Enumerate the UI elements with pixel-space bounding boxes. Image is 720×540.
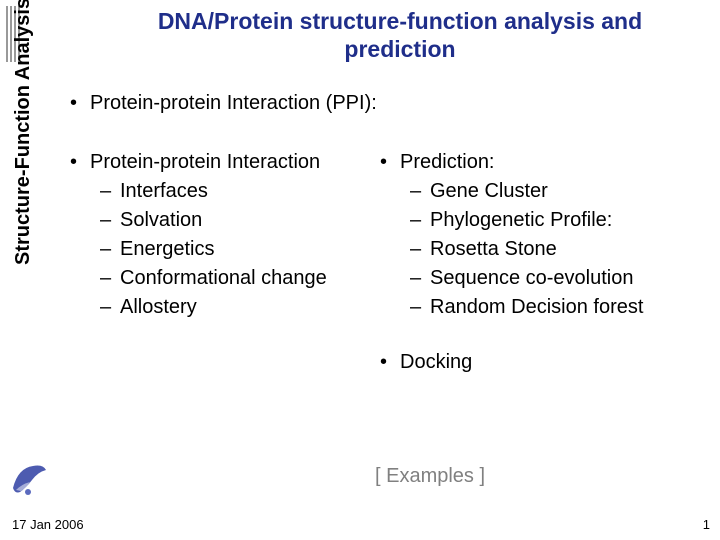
dash-icon: – — [100, 267, 120, 290]
list-item: Sequence co-evolution — [430, 265, 633, 292]
two-column-layout: • Protein-protein Interaction –Interface… — [70, 149, 710, 376]
dash-icon: – — [100, 296, 120, 319]
list-item: Rosetta Stone — [430, 236, 557, 263]
examples-link[interactable]: [ Examples ] — [375, 465, 485, 488]
bullet-icon: • — [380, 351, 400, 374]
top-bullet: • Protein-protein Interaction (PPI): — [70, 90, 710, 117]
right-col-header-1: Prediction: — [400, 149, 495, 176]
eagle-logo-icon — [8, 458, 48, 498]
dash-icon: – — [100, 209, 120, 232]
dash-icon: – — [100, 238, 120, 261]
slide: Structure-Function Analysis DNA/Protein … — [0, 0, 720, 540]
dash-icon: – — [410, 180, 430, 203]
slide-body: • Protein-protein Interaction (PPI): • P… — [70, 90, 710, 376]
left-col-header: Protein-protein Interaction — [90, 149, 320, 176]
right-col-header-2: Docking — [400, 349, 472, 376]
dash-icon: – — [410, 267, 430, 290]
list-item: Solvation — [120, 207, 202, 234]
list-item: Interfaces — [120, 178, 208, 205]
page-number: 1 — [703, 517, 710, 532]
bullet-icon: • — [70, 151, 90, 174]
dash-icon: – — [410, 209, 430, 232]
list-item: Allostery — [120, 294, 197, 321]
slide-title: DNA/Protein structure-function analysis … — [120, 8, 680, 63]
bullet-icon: • — [380, 151, 400, 174]
list-item: Conformational change — [120, 265, 327, 292]
list-item: Random Decision forest — [430, 294, 643, 321]
right-column: • Prediction: –Gene Cluster –Phylogeneti… — [380, 149, 700, 376]
dash-icon: – — [410, 296, 430, 319]
slide-date: 17 Jan 2006 — [12, 517, 84, 532]
top-bullet-text: Protein-protein Interaction (PPI): — [90, 90, 377, 117]
dash-icon: – — [100, 180, 120, 203]
list-item: Phylogenetic Profile: — [430, 207, 612, 234]
list-item: Gene Cluster — [430, 178, 548, 205]
vertical-section-label: Structure-Function Analysis — [12, 0, 35, 265]
left-column: • Protein-protein Interaction –Interface… — [70, 149, 360, 376]
list-item: Energetics — [120, 236, 215, 263]
bullet-icon: • — [70, 92, 90, 115]
dash-icon: – — [410, 238, 430, 261]
